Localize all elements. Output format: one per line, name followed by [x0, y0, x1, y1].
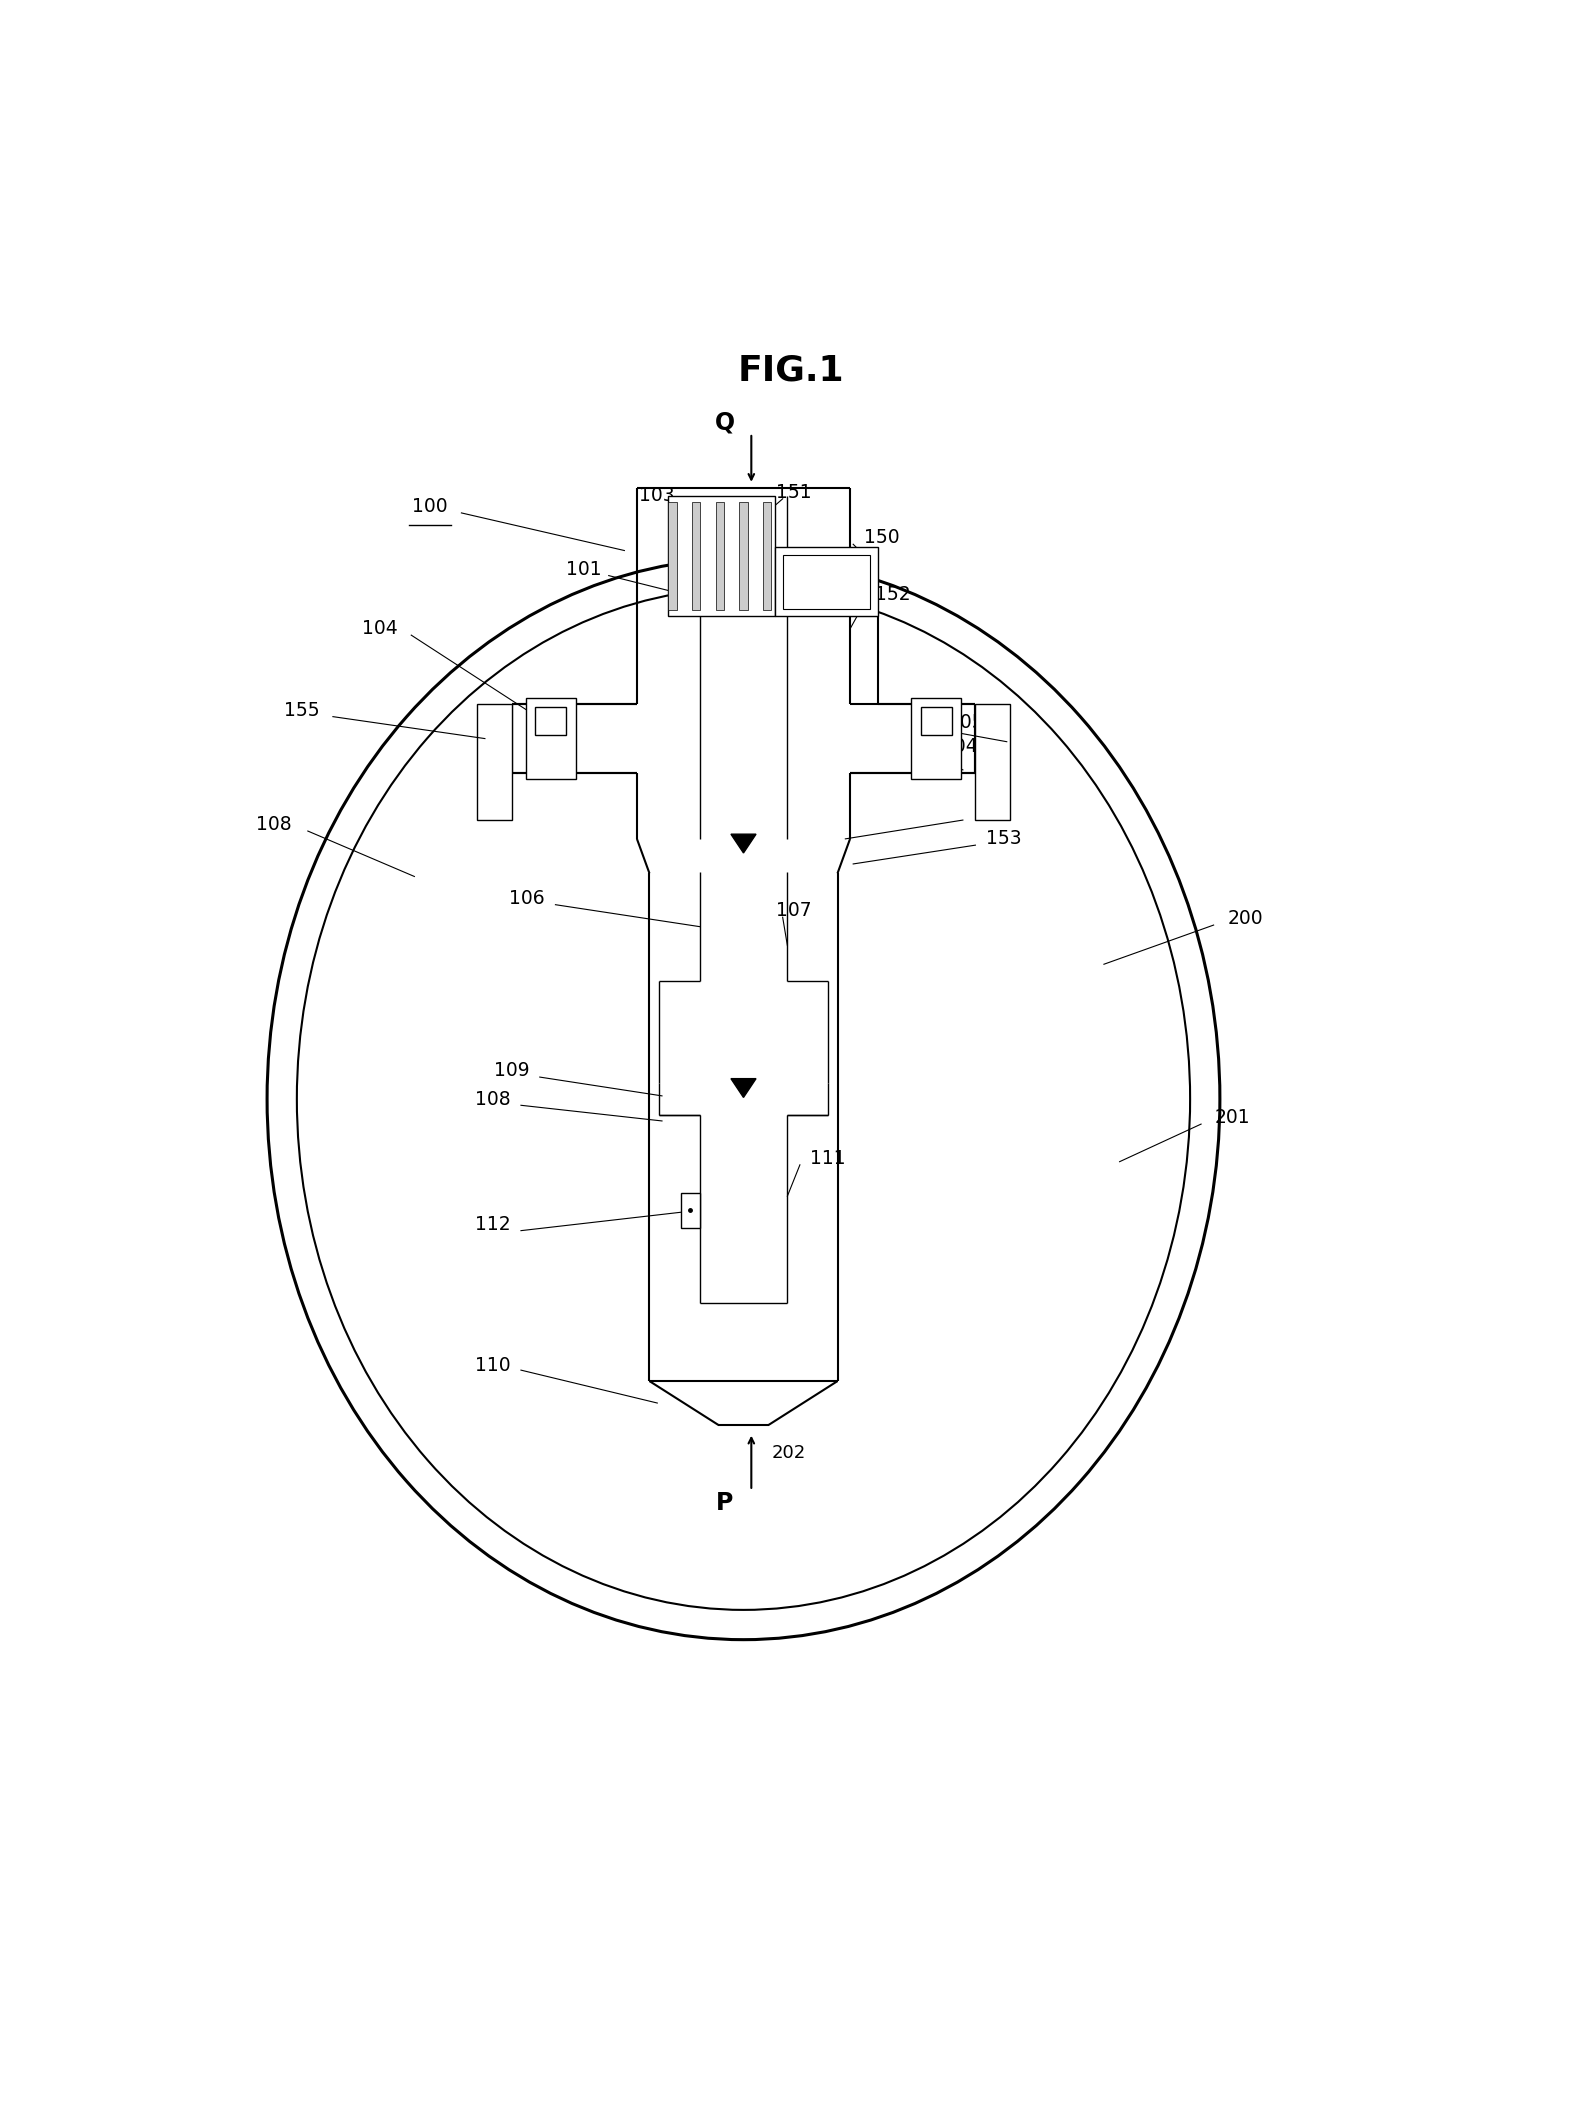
Bar — [740, 503, 748, 610]
Text: 108: 108 — [256, 814, 291, 835]
Text: 202: 202 — [772, 1443, 806, 1462]
Polygon shape — [730, 1079, 756, 1098]
Text: 153: 153 — [987, 829, 1021, 848]
Text: 113: 113 — [974, 804, 1009, 823]
Text: 107: 107 — [776, 901, 811, 919]
Text: Q: Q — [715, 410, 735, 433]
Text: 155: 155 — [283, 701, 319, 720]
Text: 101: 101 — [566, 560, 601, 579]
Text: 201: 201 — [1214, 1109, 1251, 1128]
Bar — [764, 503, 772, 610]
Ellipse shape — [267, 558, 1221, 1639]
Bar — [681, 1193, 700, 1227]
Text: 152: 152 — [874, 585, 911, 604]
Text: 106: 106 — [509, 888, 545, 909]
Text: 150: 150 — [863, 528, 900, 547]
Bar — [975, 705, 1010, 821]
Text: 112: 112 — [474, 1214, 511, 1233]
Text: 111: 111 — [811, 1149, 846, 1168]
Text: P: P — [716, 1492, 734, 1515]
Text: FIG.1: FIG.1 — [737, 353, 844, 387]
Polygon shape — [730, 833, 756, 852]
Bar — [477, 705, 512, 821]
Text: 108: 108 — [474, 1090, 511, 1109]
Text: 110: 110 — [474, 1355, 511, 1374]
Bar — [669, 497, 775, 616]
Bar — [783, 555, 871, 608]
Text: 104: 104 — [942, 736, 977, 755]
Bar — [692, 503, 700, 610]
Bar — [775, 547, 879, 616]
Bar — [716, 503, 724, 610]
Bar — [525, 699, 575, 778]
Text: 103: 103 — [639, 486, 675, 505]
Bar — [920, 707, 952, 736]
Bar — [512, 705, 975, 772]
Bar — [911, 699, 961, 778]
Text: 104: 104 — [362, 619, 398, 638]
Bar — [534, 707, 566, 736]
Text: 200: 200 — [1227, 909, 1263, 928]
Text: 151: 151 — [776, 484, 811, 503]
Text: 100: 100 — [413, 497, 447, 515]
Text: 109: 109 — [493, 1060, 530, 1079]
Text: 105: 105 — [949, 713, 983, 732]
Bar — [669, 503, 677, 610]
